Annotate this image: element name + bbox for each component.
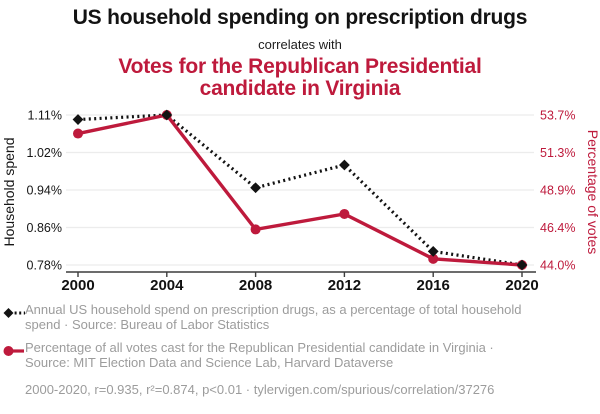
x-axis-tick-label: 2000 (61, 277, 94, 294)
left-axis-tick-label: 1.02% (27, 146, 62, 160)
legend-item-label: Percentage of all votes cast for the Rep… (25, 340, 494, 370)
data-point-circle (339, 208, 350, 219)
page-title: US household spending on prescription dr… (72, 6, 528, 29)
left-axis-title: Household spend (1, 138, 17, 247)
x-axis-tick-label: 2012 (328, 277, 361, 294)
left-axis-tick-label: 0.94% (27, 184, 62, 198)
right-axis-title: Percentage of votes (585, 130, 600, 255)
chart-svg: 1.11% 53.7% 1.02% 51.3% 0.94% 48.9% 0.86% 46.4%… (1, 109, 600, 295)
data-point-diamond (516, 259, 528, 271)
legend: Annual US household spend on prescriptio… (3, 302, 597, 379)
left-axis-tick-label: 1.11% (27, 109, 62, 123)
legend-item-household-spend: Annual US household spend on prescriptio… (3, 302, 597, 332)
x-axis-tick-label: 2004 (150, 277, 184, 294)
data-point-diamond (161, 109, 173, 121)
right-axis-tick-label: 48.9% (540, 184, 575, 198)
right-axis-tick-label: 46.4% (540, 221, 575, 235)
left-axis-tick-label: 0.86% (27, 221, 62, 235)
correlates-with-label: correlates with (258, 37, 342, 52)
data-point-diamond (72, 114, 84, 125)
series-line-republican-votes (77, 113, 523, 267)
data-point-diamond (427, 245, 439, 257)
diamond-dashed-line-icon (3, 308, 25, 318)
legend-item-republican-votes: Percentage of all votes cast for the Rep… (3, 340, 597, 370)
legend-item-label: Annual US household spend on prescriptio… (25, 302, 522, 332)
right-axis-tick-label: 53.7% (540, 109, 575, 123)
x-axis-tick-label: 2008 (239, 277, 272, 294)
series-line-household-spend (77, 113, 523, 267)
data-point-circle (428, 253, 439, 264)
right-axis-tick-label: 51.3% (540, 146, 575, 160)
left-axis-tick-label: 0.78% (27, 259, 62, 273)
circle-solid-line-icon (3, 346, 24, 356)
chart-area: 1.11% 53.7% 1.02% 51.3% 0.94% 48.9% 0.86% 46.4%… (0, 100, 600, 300)
right-axis-tick-label: 44.0% (540, 259, 575, 273)
data-point-circle (73, 128, 83, 139)
data-point-circle (250, 224, 261, 235)
x-axis-tick-label: 2016 (417, 277, 450, 294)
x-axis-tick-label: 2020 (505, 277, 538, 294)
chart-header: US household spending on prescription dr… (0, 6, 600, 100)
data-point-diamond (250, 182, 261, 194)
data-point-diamond (339, 159, 350, 171)
stats-and-source-line: 2000-2020, r=0.935, r²=0.874, p<0.01 · t… (25, 382, 495, 397)
secondary-title: Votes for the Republican Presidential ca… (118, 55, 482, 100)
